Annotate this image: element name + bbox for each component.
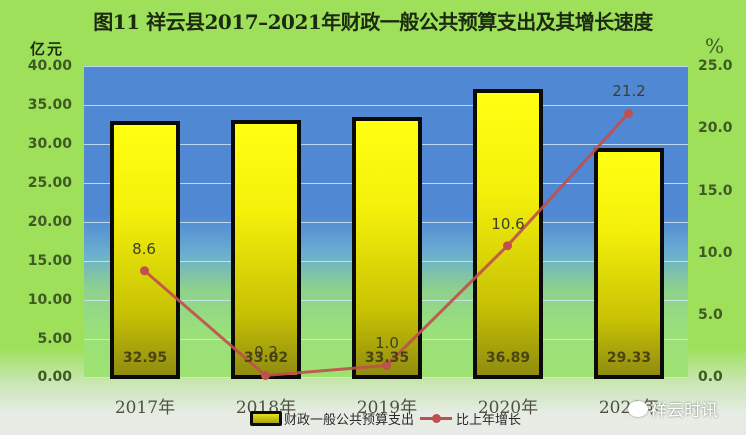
- legend-label-expenditure: 财政一般公共预算支出: [284, 412, 415, 428]
- y2-tick: 10.0: [698, 245, 733, 261]
- bar-2021: [594, 148, 664, 379]
- growth-value-label: 21.2: [612, 82, 646, 100]
- growth-value-label: 0.2: [254, 343, 278, 361]
- bar-2019: [352, 117, 422, 379]
- bar-value-label: 33.35: [364, 350, 410, 366]
- legend-label-growth: 比上年增长: [456, 412, 522, 428]
- bar-2020: [473, 89, 543, 379]
- growth-value-label: 8.6: [132, 240, 156, 258]
- y-tick: 40.00: [27, 58, 72, 74]
- y2-tick: 0.0: [698, 369, 723, 385]
- growth-value-label: 1.0: [375, 334, 399, 352]
- y-tick: 15.00: [27, 253, 72, 269]
- chart-title: 图11 祥云县2017–2021年财政一般公共预算支出及其增长速度: [93, 10, 653, 34]
- y-tick: 20.00: [27, 214, 72, 230]
- x-tick: 2020年: [477, 398, 539, 418]
- legend-line-swatch: [420, 413, 453, 423]
- y-tick: 25.00: [27, 175, 72, 191]
- bar-value-label: 29.33: [606, 350, 652, 366]
- watermark-text: 祥云时讯: [650, 401, 718, 421]
- gridline: [84, 66, 688, 67]
- wechat-icon: [628, 400, 648, 417]
- legend-bar-swatch: [250, 410, 282, 426]
- legend: 财政一般公共预算支出 比上年增长: [250, 409, 522, 428]
- x-tick: 2019年: [356, 398, 418, 418]
- watermark: 祥云时讯: [628, 396, 718, 421]
- y-tick: 10.00: [27, 292, 72, 308]
- y2-tick: 15.0: [698, 183, 733, 199]
- bar-2018: [231, 120, 301, 379]
- y-tick: 0.00: [37, 369, 72, 385]
- growth-value-label: 10.6: [491, 215, 525, 233]
- y2-tick: 20.0: [698, 120, 733, 136]
- y-tick: 5.00: [37, 331, 72, 347]
- right-axis-unit: %: [705, 34, 725, 58]
- gridline: [84, 105, 688, 106]
- bar-value-label: 33.02: [243, 350, 289, 366]
- bar-value-label: 32.95: [122, 350, 168, 366]
- x-tick: 2017年: [114, 398, 176, 418]
- left-axis-unit: 亿元: [30, 40, 65, 58]
- y-tick: 30.00: [27, 136, 72, 152]
- bar-2017: [110, 121, 180, 379]
- bar-value-label: 36.89: [485, 350, 531, 366]
- y2-tick: 25.0: [698, 58, 733, 74]
- y-tick: 35.00: [27, 97, 72, 113]
- y2-tick: 5.0: [698, 307, 723, 323]
